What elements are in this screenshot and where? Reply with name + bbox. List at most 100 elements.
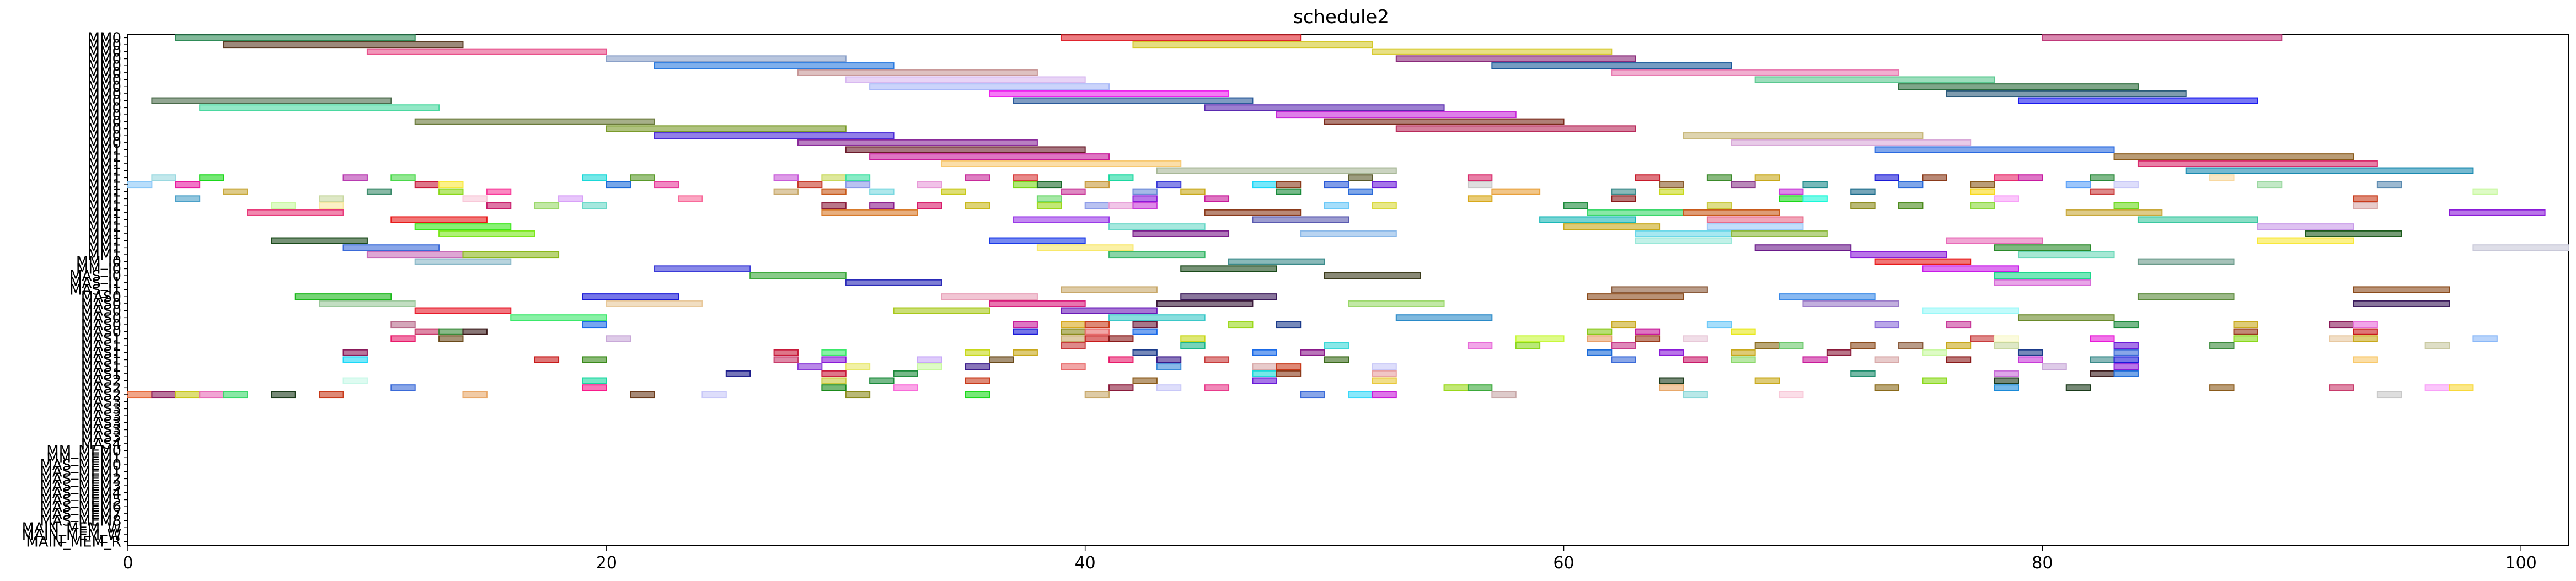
task-bar (1635, 335, 1661, 342)
task-bar (1946, 342, 1972, 349)
task-bar (821, 377, 847, 384)
task-bar (941, 160, 1182, 168)
task-bar (1587, 293, 1684, 300)
task-bar (414, 223, 512, 230)
task-bar (654, 265, 751, 272)
task-bar (1084, 321, 1110, 329)
task-bar (2065, 384, 2091, 391)
task-bar (2305, 230, 2402, 237)
task-bar (1754, 174, 1780, 181)
task-bar (199, 104, 440, 111)
task-bar (821, 370, 847, 377)
y-tick-label: MM_I0 (76, 261, 121, 277)
task-bar (1587, 209, 1684, 216)
task-bar (151, 391, 176, 399)
task-bar (366, 188, 392, 195)
y-tick-label: MM1 (88, 177, 121, 193)
y-tick-label: MM1 (88, 226, 121, 243)
task-bar (1850, 251, 1947, 259)
task-bar (1108, 202, 1134, 209)
task-bar (223, 391, 248, 399)
task-bar (1467, 195, 1493, 202)
y-tick-label: MAS3 (81, 429, 121, 445)
task-bar (1084, 202, 1110, 209)
x-tick-label: 100 (2505, 553, 2537, 573)
y-tick-label: MM0 (88, 121, 121, 137)
task-bar (582, 293, 679, 300)
task-bar (2209, 342, 2235, 349)
task-bar (1156, 363, 1182, 370)
task-bar (1372, 202, 1397, 209)
task-bar (1324, 181, 1349, 189)
task-bar (1587, 349, 1613, 356)
task-bar (199, 391, 224, 399)
task-bar (438, 188, 464, 195)
task-bar (1036, 244, 1134, 251)
task-bar (1156, 300, 1254, 307)
task-bar (582, 356, 607, 363)
task-bar (1731, 349, 1756, 356)
task-bar (630, 391, 655, 399)
task-bar (2209, 174, 2235, 181)
task-bar (1731, 230, 1828, 237)
task-bar (1802, 195, 1828, 202)
task-bar (271, 237, 368, 244)
y-tick-label: MAS1 (81, 366, 121, 383)
task-bar (414, 258, 512, 265)
task-bar (438, 328, 464, 335)
y-tick-label: MAS2 (81, 373, 121, 390)
y-tick-label: MAS0 (81, 303, 121, 320)
task-bar (1324, 202, 1349, 209)
y-tick-label: MAS0 (81, 310, 121, 326)
task-bar (606, 300, 703, 307)
task-bar (2090, 174, 2115, 181)
task-bar (2017, 251, 2115, 259)
task-bar (1659, 181, 1684, 189)
y-tick-label: MM1 (88, 233, 121, 250)
task-bar (1204, 195, 1230, 202)
task-bar (1443, 384, 1469, 391)
task-bar (1061, 328, 1086, 335)
task-bar (2137, 160, 2378, 168)
y-tick-label: MAS2 (81, 387, 121, 404)
task-bar (2137, 216, 2258, 223)
task-bar (1754, 244, 1852, 251)
task-bar (1252, 377, 1277, 384)
y-tick-label: MM0 (88, 58, 121, 74)
task-bar (1491, 62, 1732, 69)
task-bar (175, 34, 416, 41)
task-bar (1611, 69, 1900, 76)
y-tick-label: MAS3 (81, 422, 121, 438)
task-bar (582, 202, 607, 209)
task-bar (1826, 349, 1852, 356)
task-bar (390, 384, 416, 391)
task-bar (2017, 314, 2115, 321)
task-bar (1036, 181, 1062, 189)
task-bar (1108, 251, 1206, 259)
task-bar (1372, 370, 1397, 377)
task-bar (773, 188, 799, 195)
task-bar (151, 174, 176, 181)
task-bar (2042, 363, 2067, 370)
task-bar (1874, 321, 1900, 329)
y-tick-label: MAS_I1 (69, 275, 121, 292)
task-bar (869, 83, 1110, 90)
task-bar (294, 293, 392, 300)
task-bar (773, 174, 799, 181)
y-tick-label: MM_I0 (76, 254, 121, 271)
task-bar (797, 363, 823, 370)
task-bar (2233, 335, 2258, 342)
task-bar (1036, 202, 1062, 209)
task-bar (1970, 188, 1995, 195)
task-bar (462, 328, 488, 335)
task-bar (821, 356, 847, 363)
task-bar (1061, 321, 1086, 329)
task-bar (1970, 181, 1995, 189)
task-bar (1108, 384, 1134, 391)
task-bar (1922, 265, 2019, 272)
task-bar (2185, 167, 2474, 174)
y-tick-label: MM0 (88, 100, 121, 116)
task-bar (1252, 216, 1349, 223)
task-bar (1874, 174, 1900, 181)
